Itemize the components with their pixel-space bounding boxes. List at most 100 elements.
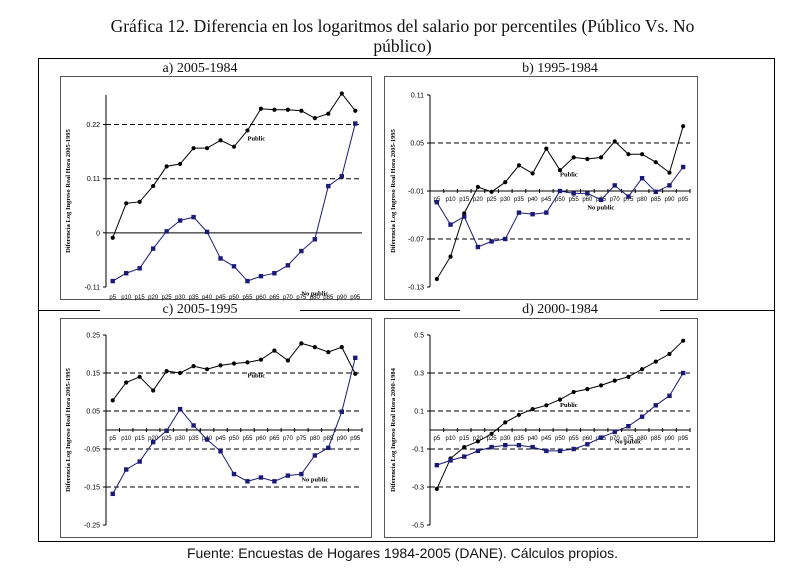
chart-a-xtick-label-1: p10 <box>121 295 132 301</box>
chart-a-series-0-point-17 <box>339 91 344 96</box>
chart-d-xtick-label-4: p25 <box>487 436 498 442</box>
figure-title: Gráfica 12. Diferencia en los logaritmos… <box>0 16 805 56</box>
chart-d-series-0-point-13 <box>612 378 617 383</box>
chart-c-ytick-label-3: -0.05 <box>84 447 100 454</box>
chart-d-xtick-label-13: p70 <box>610 436 621 442</box>
chart-a-series-1-point-5 <box>177 218 183 223</box>
chart-c-series-1-point-2 <box>137 459 142 464</box>
chart-d-ytick-label-3: -0.1 <box>412 447 424 454</box>
chart-c-xtick-label-4: p25 <box>162 436 173 442</box>
chart-b-series-0-point-9 <box>557 168 563 173</box>
chart-b-series-0-point-16 <box>653 160 658 165</box>
chart-d-series-0-point-10 <box>571 389 576 395</box>
chart-c-series-0-point-15 <box>312 345 317 350</box>
chart-a-xtick-label-3: p20 <box>148 295 159 301</box>
chart-c-series-1-point-13 <box>285 473 291 478</box>
chart-a-series-0-point-16 <box>326 111 331 116</box>
chart-d-series-0-point-14 <box>626 374 631 379</box>
chart-a-series-0-point-2 <box>137 199 142 204</box>
chart-a-xtick-label-7: p40 <box>202 295 213 301</box>
chart-b: 0.11 0.05 -0.01 -0.07 -0.13 Diferencia Log In… <box>390 93 691 292</box>
chart-d-xtick-label-15: p80 <box>637 436 648 442</box>
chart-d-series-1-point-18 <box>680 370 686 376</box>
figure-source: Fuente: Encuestas de Hogares 1984-2005 (… <box>186 545 619 561</box>
chart-d-series-0-point-9 <box>557 397 563 402</box>
chart-b-xtick-label-5: p30 <box>500 197 511 203</box>
chart-a-series-1-point-16 <box>326 183 331 189</box>
chart-a-series-0-point-15 <box>312 116 317 121</box>
chart-b-series-1-point-10 <box>571 191 576 196</box>
chart-b-xtick-label-10: p55 <box>569 197 580 203</box>
chart-b-series-0-point-5 <box>503 180 508 185</box>
panel-c-title: c) 2005-1995 <box>100 302 300 318</box>
chart-a-xtick-label-6: p35 <box>189 295 200 301</box>
chart-a-series-0-line <box>112 92 356 238</box>
chart-a-series-0-point-10 <box>245 128 250 133</box>
chart-d-series-1-point-14 <box>626 424 631 429</box>
chart-c-xtick-label-14: p75 <box>296 436 307 442</box>
chart-d-xtick-label-16: p85 <box>651 436 662 442</box>
chart-c-xtick-label-13: p70 <box>283 436 294 442</box>
chart-a-series-1-point-11 <box>258 273 264 279</box>
panel-a-box <box>60 76 372 300</box>
chart-b-xtick-label-11: p60 <box>582 197 593 203</box>
chart-c-xtick-label-0: p5 <box>109 436 116 442</box>
chart-b-series-1-point-7 <box>530 212 535 217</box>
chart-c-series-1-point-18 <box>353 355 358 360</box>
chart-d-series-1-point-2 <box>462 454 467 459</box>
chart-b-xtick-label-2: p15 <box>459 197 470 203</box>
chart-a-series-0-point-13 <box>285 107 290 112</box>
chart-a-series-1-point-10 <box>245 278 250 284</box>
chart-b-xtick-label-4: p25 <box>487 197 498 203</box>
chart-c-series-0-point-7 <box>204 367 210 372</box>
chart-c-xtick-label-1: p10 <box>121 436 132 442</box>
chart-a-xtick-label-10: p55 <box>242 295 253 301</box>
chart-c-series-1-point-1 <box>124 467 129 472</box>
chart-b-series-0-point-7 <box>530 171 535 176</box>
chart-d-xtick-label-11: p60 <box>582 436 593 442</box>
chart-d-series-1-label: No public <box>615 438 642 445</box>
chart-c-series-1-point-3 <box>150 439 156 445</box>
figure-title-line1: Gráfica 12. Diferencia en los logaritmos… <box>110 16 695 36</box>
chart-d-series-0-point-15 <box>640 367 645 372</box>
chart-b-series-0-point-14 <box>626 152 631 157</box>
chart-b-xtick-label-7: p40 <box>528 197 539 203</box>
chart-a-series-0-point-18 <box>353 108 358 113</box>
chart-d-series-0-point-2 <box>462 445 467 450</box>
chart-c-ytick-label-0: 0.25 <box>86 333 100 340</box>
chart-d-series-1-point-12 <box>598 435 604 440</box>
chart-a-series-0-point-3 <box>151 183 156 189</box>
chart-a-series-0-point-14 <box>299 108 304 113</box>
chart-c-series-1-label: No public <box>301 477 328 484</box>
chart-d-series-1-point-7 <box>530 444 535 450</box>
chart-d-series-1-point-5 <box>503 443 508 448</box>
chart-a-xtick-label-12: p65 <box>269 295 280 301</box>
chart-b-series-1-point-15 <box>639 176 645 181</box>
chart-a-series-1-point-14 <box>299 248 304 254</box>
chart-c-xtick-label-2: p15 <box>135 436 146 442</box>
chart-b-ytick-label-3: -0.07 <box>408 237 424 244</box>
chart-d-xtick-label-14: p75 <box>623 436 634 442</box>
chart-b-xtick-label-16: p85 <box>651 197 662 203</box>
chart-d-xtick-label-6: p35 <box>514 436 525 442</box>
chart-d-series-1-point-4 <box>489 444 494 450</box>
chart-d-series-1-point-15 <box>639 414 645 419</box>
chart-a-xtick-label-4: p25 <box>162 295 173 301</box>
chart-a-series-1-point-3 <box>150 246 156 251</box>
chart-a-xtick-label-15: p80 <box>310 295 321 301</box>
panel-d-title: d) 2000-1984 <box>460 302 660 318</box>
chart-d-ytick-label-4: -0.3 <box>412 485 424 492</box>
chart-b-xtick-label-8: p45 <box>541 197 552 203</box>
chart-a-series-1-point-12 <box>272 271 277 276</box>
chart-b-xtick-label-18: p95 <box>678 197 689 203</box>
chart-d-xtick-label-17: p90 <box>664 436 675 442</box>
chart-c-xtick-label-5: p30 <box>175 436 186 442</box>
chart-d-series-0-point-3 <box>475 439 480 444</box>
chart-b-series-1-point-14 <box>626 194 631 199</box>
chart-c-series-0-point-14 <box>299 341 304 346</box>
chart-d-series-0-point-0 <box>434 486 439 491</box>
chart-b-xtick-label-14: p75 <box>623 197 634 203</box>
chart-a-ytick-label-3: -0.11 <box>85 285 101 292</box>
chart-a-series-0-point-4 <box>164 164 169 169</box>
chart-c-ytick-label-5: -0.25 <box>84 523 100 530</box>
